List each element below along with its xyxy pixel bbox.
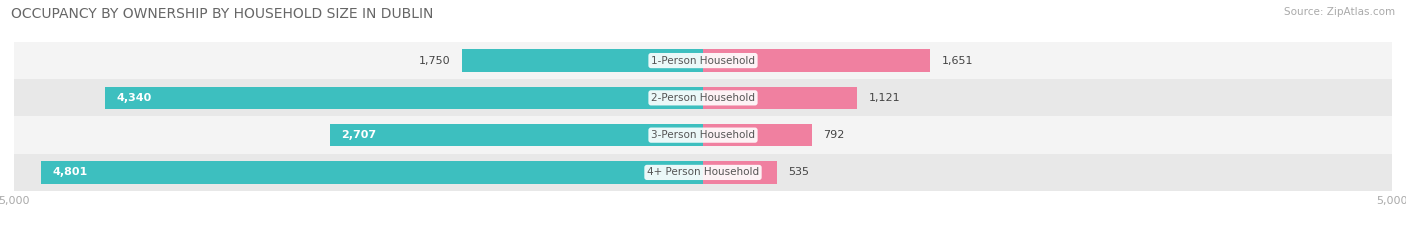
Text: 2,707: 2,707 <box>342 130 377 140</box>
Text: 4+ Person Household: 4+ Person Household <box>647 168 759 177</box>
Bar <box>703 49 931 72</box>
Bar <box>42 161 703 184</box>
Bar <box>703 124 813 146</box>
Text: 1,651: 1,651 <box>942 56 973 65</box>
Bar <box>14 154 1392 191</box>
Text: 1,121: 1,121 <box>869 93 900 103</box>
Bar <box>14 79 1392 116</box>
Bar <box>703 87 858 109</box>
Bar <box>461 49 703 72</box>
Bar <box>703 161 776 184</box>
Bar <box>14 42 1392 79</box>
Text: OCCUPANCY BY OWNERSHIP BY HOUSEHOLD SIZE IN DUBLIN: OCCUPANCY BY OWNERSHIP BY HOUSEHOLD SIZE… <box>11 7 433 21</box>
Bar <box>330 124 703 146</box>
Text: 3-Person Household: 3-Person Household <box>651 130 755 140</box>
Text: 4,801: 4,801 <box>52 168 87 177</box>
Bar <box>105 87 703 109</box>
Text: 2-Person Household: 2-Person Household <box>651 93 755 103</box>
Text: 1-Person Household: 1-Person Household <box>651 56 755 65</box>
Text: Source: ZipAtlas.com: Source: ZipAtlas.com <box>1284 7 1395 17</box>
Bar <box>14 116 1392 154</box>
Text: 1,750: 1,750 <box>419 56 451 65</box>
Text: 4,340: 4,340 <box>117 93 152 103</box>
Text: 792: 792 <box>823 130 845 140</box>
Text: 535: 535 <box>787 168 808 177</box>
